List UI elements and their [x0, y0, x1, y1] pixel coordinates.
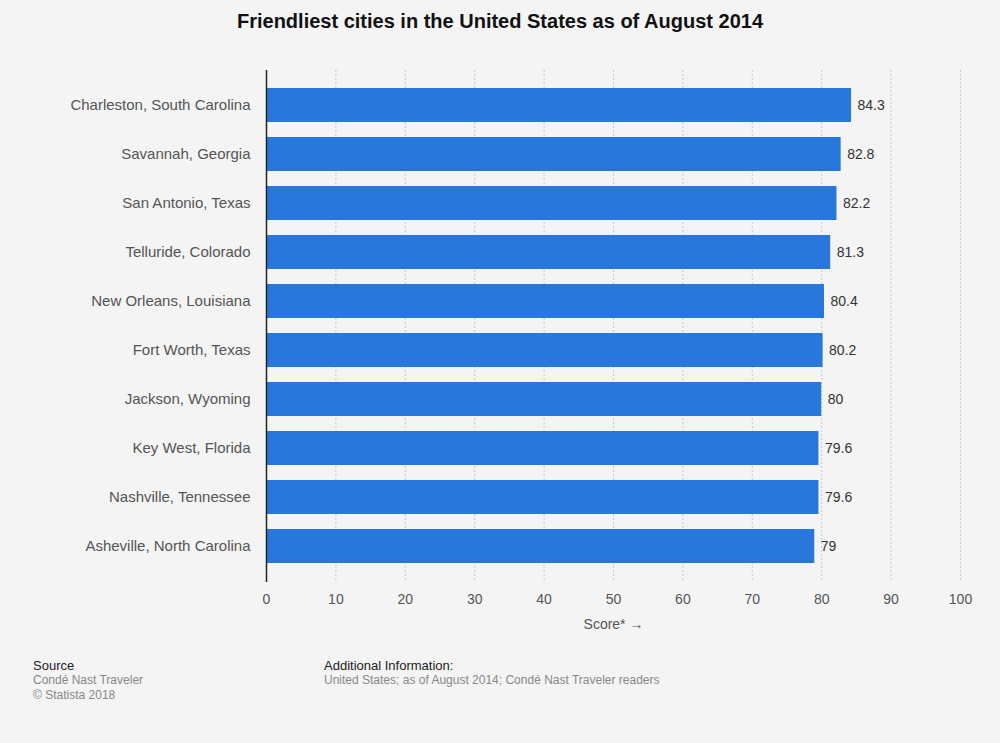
html-text:Additional Information:: Additional Information: — [324, 658, 454, 673]
svg-text:Fort Worth, Texas: Fort Worth, Texas — [133, 341, 251, 358]
html-text:Condé Nast Traveler: Condé Nast Traveler — [33, 673, 144, 687]
svg-text:Score* →: Score* → — [584, 616, 644, 632]
svg-text:79: 79 — [821, 538, 837, 554]
svg-text:81.3: 81.3 — [837, 244, 864, 260]
svg-text:100: 100 — [949, 591, 973, 607]
svg-text:Nashville, Tennessee: Nashville, Tennessee — [109, 488, 250, 505]
svg-text:79.6: 79.6 — [825, 440, 852, 456]
svg-text:20: 20 — [398, 591, 414, 607]
html-text:Friendliest cities in the Unit: Friendliest cities in the United States … — [237, 10, 763, 32]
svg-text:82.8: 82.8 — [847, 146, 874, 162]
svg-text:Charleston, South Carolina: Charleston, South Carolina — [70, 96, 251, 113]
svg-text:0: 0 — [263, 591, 271, 607]
svg-text:80: 80 — [814, 591, 830, 607]
svg-text:10: 10 — [328, 591, 344, 607]
svg-text:Key West, Florida: Key West, Florida — [132, 439, 251, 456]
svg-text:Jackson, Wyoming: Jackson, Wyoming — [125, 390, 251, 407]
svg-text:80.4: 80.4 — [830, 293, 857, 309]
html-text:Source: Source — [33, 658, 75, 673]
svg-text:New Orleans, Louisiana: New Orleans, Louisiana — [91, 292, 251, 309]
svg-text:30: 30 — [467, 591, 483, 607]
svg-text:Asheville, North Carolina: Asheville, North Carolina — [85, 537, 251, 554]
html-text:© Statista 2018: © Statista 2018 — [33, 688, 116, 702]
html-text:United States; as of August 20: United States; as of August 2014; Condé … — [324, 673, 660, 687]
svg-text:San Antonio, Texas: San Antonio, Texas — [122, 194, 250, 211]
svg-text:Savannah, Georgia: Savannah, Georgia — [121, 145, 251, 162]
svg-text:80: 80 — [828, 391, 844, 407]
svg-text:50: 50 — [606, 591, 622, 607]
svg-text:Telluride, Colorado: Telluride, Colorado — [125, 243, 250, 260]
svg-text:80.2: 80.2 — [829, 342, 856, 358]
svg-text:60: 60 — [675, 591, 691, 607]
svg-text:70: 70 — [745, 591, 761, 607]
svg-text:84.3: 84.3 — [858, 97, 885, 113]
svg-text:90: 90 — [883, 591, 899, 607]
svg-text:40: 40 — [536, 591, 552, 607]
svg-text:82.2: 82.2 — [843, 195, 870, 211]
svg-text:79.6: 79.6 — [825, 489, 852, 505]
